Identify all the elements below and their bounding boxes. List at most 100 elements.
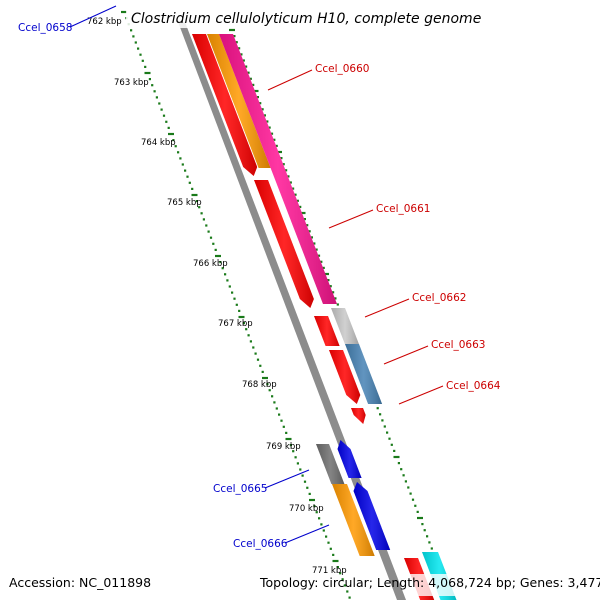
right-tick-dot — [306, 224, 309, 227]
left-tick-dot — [343, 584, 346, 587]
left-tick-dot — [303, 480, 307, 483]
leader-ccel-0666 — [284, 524, 330, 544]
kbp-label-766: 766 kbp — [193, 259, 228, 269]
left-tick-dot — [252, 346, 255, 349]
left-tick-dot — [195, 200, 198, 203]
left-tick-dot — [188, 181, 191, 184]
kbp-label-763: 763 kbp — [114, 78, 149, 88]
right-tick-dot — [332, 291, 335, 294]
right-tick-dot — [334, 297, 337, 300]
left-tick-dot — [207, 230, 210, 233]
right-tick-dot — [376, 407, 379, 410]
gene-label-ccel-0666[interactable]: Ccel_0666 — [233, 538, 288, 550]
kbp-label-768: 768 kbp — [242, 380, 277, 390]
left-tick-dot — [346, 590, 349, 593]
accession-text: Accession: NC_011898 — [9, 575, 151, 590]
right-tick-dot — [329, 285, 332, 288]
left-tick-dot — [348, 596, 351, 599]
left-tick-dot — [294, 456, 297, 459]
left-tick-dot — [261, 370, 264, 373]
left-tick-dot — [285, 437, 292, 441]
left-tick-dot — [341, 578, 344, 581]
leader-ccel-0658 — [69, 5, 117, 28]
left-tick-dot — [238, 309, 241, 312]
right-tick-dot — [421, 523, 424, 526]
left-tick-dot — [318, 517, 321, 520]
left-tick-dot — [231, 291, 234, 294]
right-tick-dot — [411, 498, 415, 501]
left-tick-dot — [332, 559, 339, 563]
left-tick-dot — [162, 114, 166, 117]
cds-ccel-0660-shading — [192, 34, 258, 176]
right-tick-dot — [252, 89, 259, 93]
left-tick-dot — [209, 236, 213, 239]
gene-label-ccel-0662[interactable]: Ccel_0662 — [412, 292, 466, 304]
right-tick-dot — [383, 425, 386, 428]
left-tick-dot — [273, 401, 276, 404]
right-tick-dot — [270, 132, 274, 135]
right-tick-dot — [393, 455, 400, 459]
left-tick-dot — [289, 444, 292, 447]
left-tick-dot — [285, 431, 288, 434]
title-backdrop — [126, 6, 448, 28]
left-tick-dot — [215, 254, 221, 258]
kbp-labels: 762 kbp 763 kbp 764 kbp 765 kbp 766 kbp … — [87, 17, 347, 576]
gene-label-ccel-0664[interactable]: Ccel_0664 — [446, 380, 501, 392]
right-tick-dot — [327, 279, 330, 282]
left-tick-dot — [233, 297, 236, 300]
left-tick-dot — [186, 175, 189, 178]
left-tick-dot — [205, 224, 208, 227]
left-tick-dot — [327, 541, 330, 544]
left-tick-dot — [202, 218, 205, 221]
gene-label-ccel-0660[interactable]: Ccel_0660 — [315, 63, 369, 75]
leader-ccel-0664 — [398, 385, 444, 405]
left-tick-dot — [224, 273, 227, 276]
right-tick-dot — [430, 547, 433, 550]
right-tick-dot — [273, 138, 276, 141]
right-tick-dot — [287, 175, 290, 178]
leader-ccel-0665 — [264, 469, 310, 489]
right-tick-dot — [393, 449, 396, 452]
right-tick-dot — [266, 120, 269, 123]
right-tick-dot — [238, 47, 241, 50]
cds-ccel-0662-shading — [331, 308, 359, 344]
left-tick-dot — [212, 242, 215, 245]
left-tick-dot — [301, 474, 304, 477]
gene-label-ccel-0658[interactable]: Ccel_0658 — [18, 22, 72, 34]
right-tick-dot — [229, 28, 235, 32]
right-tick-dot — [299, 205, 302, 208]
left-tick-dot — [155, 96, 158, 99]
right-tick-dot — [416, 510, 419, 513]
leader-ccel-0661 — [328, 209, 374, 229]
right-tick-dot — [233, 35, 236, 38]
cds-ccel-0661-red-shading — [254, 180, 314, 308]
left-tick-dot — [174, 145, 177, 148]
kbp-label-769: 769 kbp — [266, 442, 301, 452]
gene-label-ccel-0663[interactable]: Ccel_0663 — [431, 339, 485, 351]
gene-label-ccel-0661[interactable]: Ccel_0661 — [376, 203, 430, 215]
gene-label-ccel-0665[interactable]: Ccel_0665 — [213, 483, 267, 495]
left-tick-dot — [325, 535, 328, 538]
left-tick-dot — [339, 572, 342, 575]
left-tick-dot — [336, 566, 339, 569]
left-tick-dot — [296, 462, 299, 465]
genome-summary-text: Topology: circular; Length: 4,068,724 bp… — [259, 575, 600, 590]
left-tick-dot — [177, 151, 180, 154]
left-tick-dot — [134, 41, 137, 44]
right-tick-dot — [407, 486, 410, 489]
left-tick-dot — [214, 248, 217, 251]
right-tick-dot — [414, 504, 417, 507]
right-tick-dot — [381, 419, 384, 422]
left-tick-dot — [308, 492, 311, 495]
right-tick-dot — [289, 181, 292, 184]
right-tick-dot — [336, 303, 339, 306]
left-tick-dot — [221, 267, 224, 270]
left-tick-dot — [144, 65, 147, 68]
right-tick-dot — [296, 199, 299, 202]
right-tick-dot — [320, 260, 323, 263]
cds-ccel-0664-shading — [351, 408, 366, 424]
left-tick-dot — [249, 340, 252, 343]
left-tick-dot — [242, 322, 245, 325]
right-tick-dot — [259, 102, 262, 105]
left-tick-dot — [191, 187, 194, 190]
